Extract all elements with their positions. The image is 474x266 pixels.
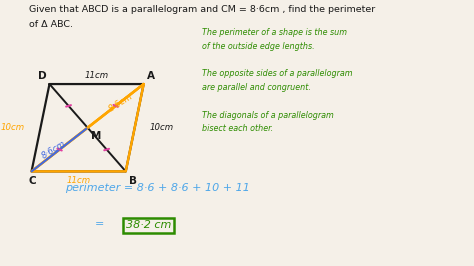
Text: 38·2 cm: 38·2 cm xyxy=(126,220,171,230)
Text: D: D xyxy=(38,70,46,81)
Text: B: B xyxy=(129,176,137,186)
Text: A: A xyxy=(147,70,155,81)
Text: are parallel and congruent.: are parallel and congruent. xyxy=(202,83,311,92)
Text: of the outside edge lengths.: of the outside edge lengths. xyxy=(202,42,315,51)
Text: Given that ABCD is a parallelogram and CM = 8·6cm , find the perimeter: Given that ABCD is a parallelogram and C… xyxy=(29,5,375,14)
Text: =: = xyxy=(94,219,104,229)
Text: The opposite sides of a parallelogram: The opposite sides of a parallelogram xyxy=(202,69,353,78)
Text: The perimeter of a shape is the sum: The perimeter of a shape is the sum xyxy=(202,28,347,38)
Text: The diagonals of a parallelogram: The diagonals of a parallelogram xyxy=(202,110,334,119)
Text: 11cm: 11cm xyxy=(66,176,91,185)
Text: 11cm: 11cm xyxy=(84,70,109,80)
Text: M: M xyxy=(91,131,101,141)
Text: 8·6cm: 8·6cm xyxy=(108,92,135,114)
Text: 10cm: 10cm xyxy=(0,123,25,132)
Text: of Δ ABC.: of Δ ABC. xyxy=(29,20,73,29)
Text: perimeter = 8·6 + 8·6 + 10 + 11: perimeter = 8·6 + 8·6 + 10 + 11 xyxy=(65,183,250,193)
Text: C: C xyxy=(28,176,36,186)
Text: bisect each other.: bisect each other. xyxy=(202,124,273,133)
Text: 10cm: 10cm xyxy=(149,123,173,132)
Text: 8·6cm: 8·6cm xyxy=(40,139,68,161)
